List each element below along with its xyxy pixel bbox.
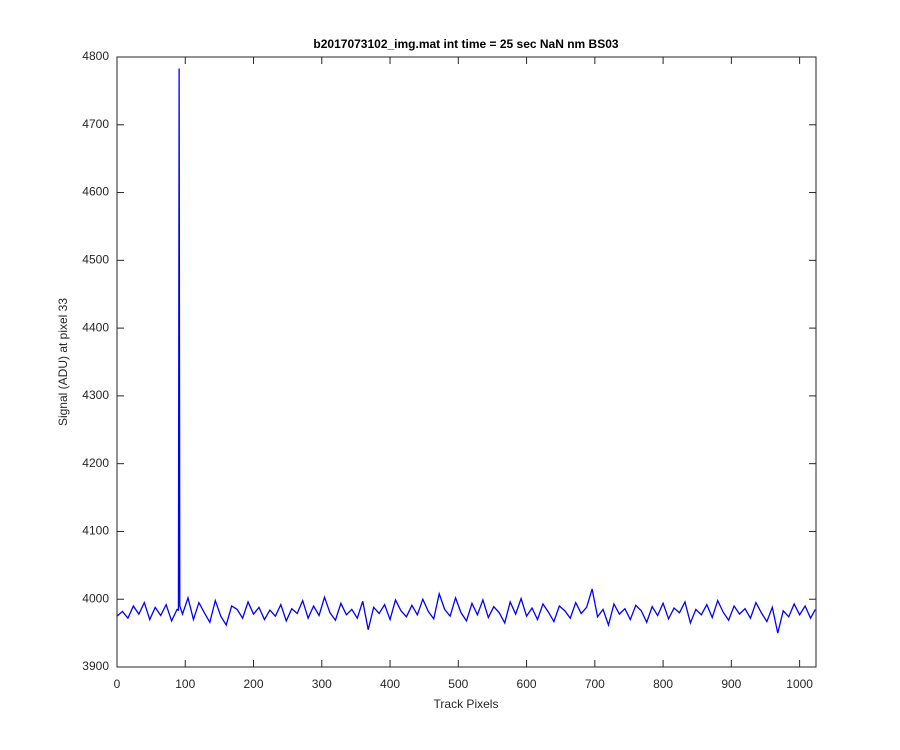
y-tick-label: 4100: [82, 524, 109, 538]
y-tick-label: 4500: [82, 253, 109, 267]
x-axis-label: Track Pixels: [434, 697, 499, 711]
y-tick-label: 4300: [82, 388, 109, 402]
y-tick-label: 4200: [82, 456, 109, 470]
x-tick-label: 700: [585, 677, 605, 691]
chart-title: b2017073102_img.mat int time = 25 sec Na…: [313, 37, 618, 51]
x-tick-label: 300: [312, 677, 332, 691]
x-tick-label: 0: [114, 677, 121, 691]
y-tick-label: 4800: [82, 49, 109, 63]
x-tick-label: 1000: [786, 677, 813, 691]
x-tick-label: 800: [653, 677, 673, 691]
x-tick-label: 200: [244, 677, 264, 691]
x-tick-label: 100: [175, 677, 195, 691]
plot-box: [116, 56, 817, 668]
x-tick-label: 600: [517, 677, 537, 691]
y-tick-label: 3900: [82, 659, 109, 673]
x-tick-label: 900: [721, 677, 741, 691]
data-line: [116, 68, 816, 634]
y-tick-label: 4700: [82, 117, 109, 131]
y-tick-label: 4600: [82, 185, 109, 199]
y-axis-label: Signal (ADU) at pixel 33: [56, 298, 70, 426]
y-tick-label: 4400: [82, 320, 109, 334]
x-tick-label: 500: [448, 677, 468, 691]
x-tick-label: 400: [380, 677, 400, 691]
y-tick-label: 4000: [82, 591, 109, 605]
